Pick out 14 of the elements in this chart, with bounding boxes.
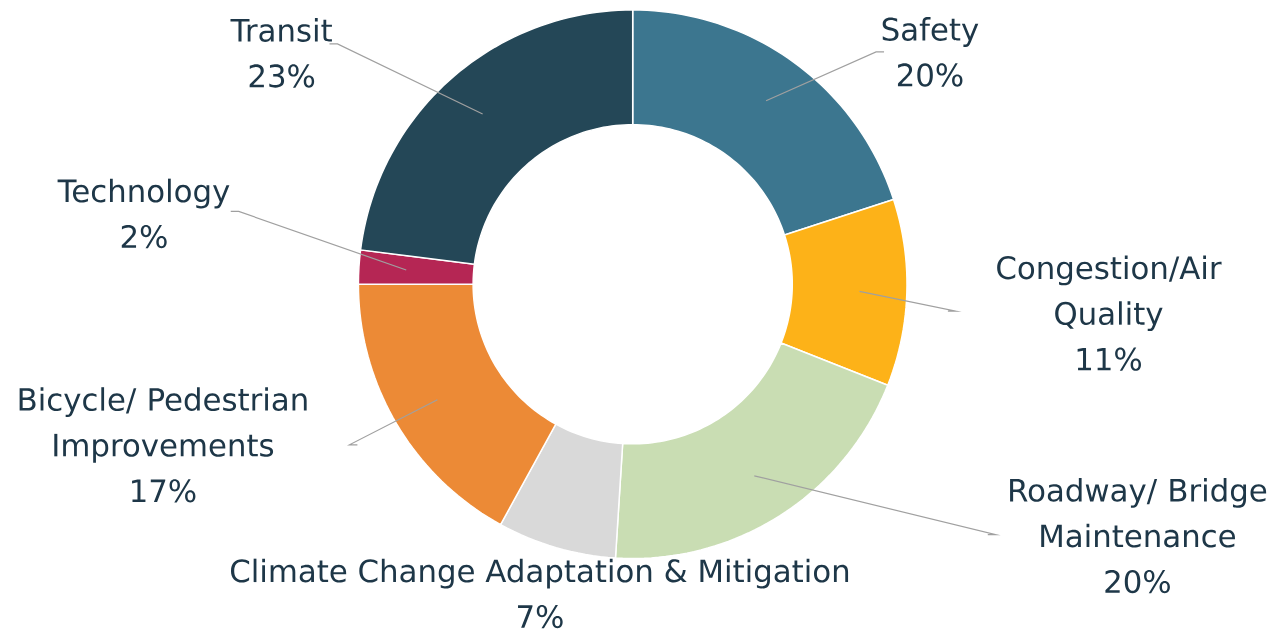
data-label: 11% xyxy=(1077,347,1141,371)
slice-label: Safety xyxy=(882,16,979,47)
data-label: 20% xyxy=(897,63,963,87)
data-label: 23% xyxy=(249,64,315,88)
slice-label: Technology xyxy=(57,178,230,209)
data-label: 7% xyxy=(518,604,563,629)
slice-label: Transit xyxy=(230,17,332,42)
data-label: 2% xyxy=(121,224,167,249)
slice-label: Bicycle/ Pedestrian Improvements xyxy=(19,387,307,463)
data-label: 17% xyxy=(132,479,196,503)
slice-label: Climate Change Adaptation & Mitigation xyxy=(230,558,849,589)
slice-label: Roadway/ Bridge Maintenance xyxy=(1010,477,1267,548)
data-label: 20% xyxy=(1105,569,1170,594)
slice-label: Congestion/Air Quality xyxy=(997,255,1222,331)
